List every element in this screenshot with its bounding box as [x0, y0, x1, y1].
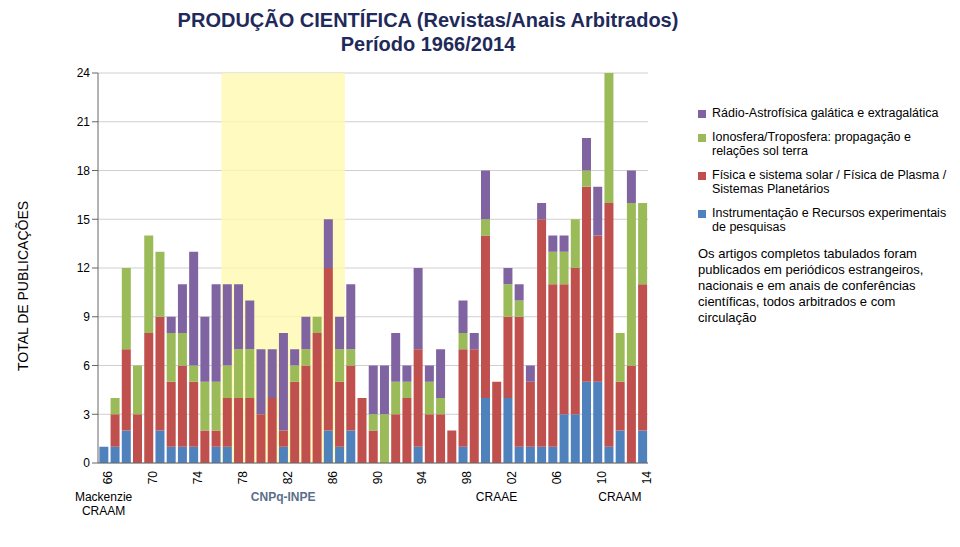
svg-text:CRAAE: CRAAE	[476, 490, 517, 504]
svg-text:70: 70	[146, 471, 160, 485]
svg-text:74: 74	[191, 471, 205, 485]
html-text:Ionosfera/Troposfera: propagaç: Ionosfera/Troposfera: propagação e relaç…	[712, 130, 911, 158]
html-text:Rádio-Astrofísica galática e e: Rádio-Astrofísica galática e extragaláti…	[712, 106, 939, 120]
svg-text:9: 9	[83, 310, 90, 324]
html-text:Os artigos completos tabulados: Os artigos completos tabulados foram pub…	[698, 246, 924, 325]
svg-text:94: 94	[415, 471, 429, 485]
svg-text:CRAAM: CRAAM	[598, 490, 641, 504]
svg-text:86: 86	[326, 471, 340, 485]
svg-text:18: 18	[77, 164, 91, 178]
svg-text:06: 06	[550, 471, 564, 485]
svg-text:12: 12	[77, 261, 91, 275]
svg-text:0: 0	[83, 456, 90, 470]
svg-text:78: 78	[236, 471, 250, 485]
svg-text:14: 14	[640, 471, 654, 485]
html-text:PRODUÇÃO CIENTÍFICA (Revistas/: PRODUÇÃO CIENTÍFICA (Revistas/Anais Arbi…	[177, 9, 679, 31]
svg-text:MackenzieCRAAM: MackenzieCRAAM	[75, 490, 133, 518]
html-text:TOTAL DE PUBLICAÇÕES: TOTAL DE PUBLICAÇÕES	[15, 200, 31, 372]
svg-text:66: 66	[101, 471, 115, 485]
svg-text:6: 6	[83, 359, 90, 373]
svg-text:3: 3	[83, 408, 90, 422]
svg-text:82: 82	[281, 471, 295, 485]
svg-text:24: 24	[77, 66, 91, 80]
svg-text:02: 02	[505, 471, 519, 485]
html-text:Instrumentação e Recursos expe: Instrumentação e Recursos experimentais …	[712, 206, 947, 234]
svg-text:90: 90	[371, 471, 385, 485]
html-text:Física e sistema solar / Físic: Física e sistema solar / Física de Plasm…	[712, 168, 947, 196]
svg-text:98: 98	[460, 471, 474, 485]
svg-text:15: 15	[77, 213, 91, 227]
svg-text:10: 10	[595, 471, 609, 485]
svg-text:21: 21	[77, 115, 91, 129]
svg-text:CNPq-INPE: CNPq-INPE	[251, 490, 316, 504]
html-text:Período 1966/2014: Período 1966/2014	[340, 33, 516, 55]
